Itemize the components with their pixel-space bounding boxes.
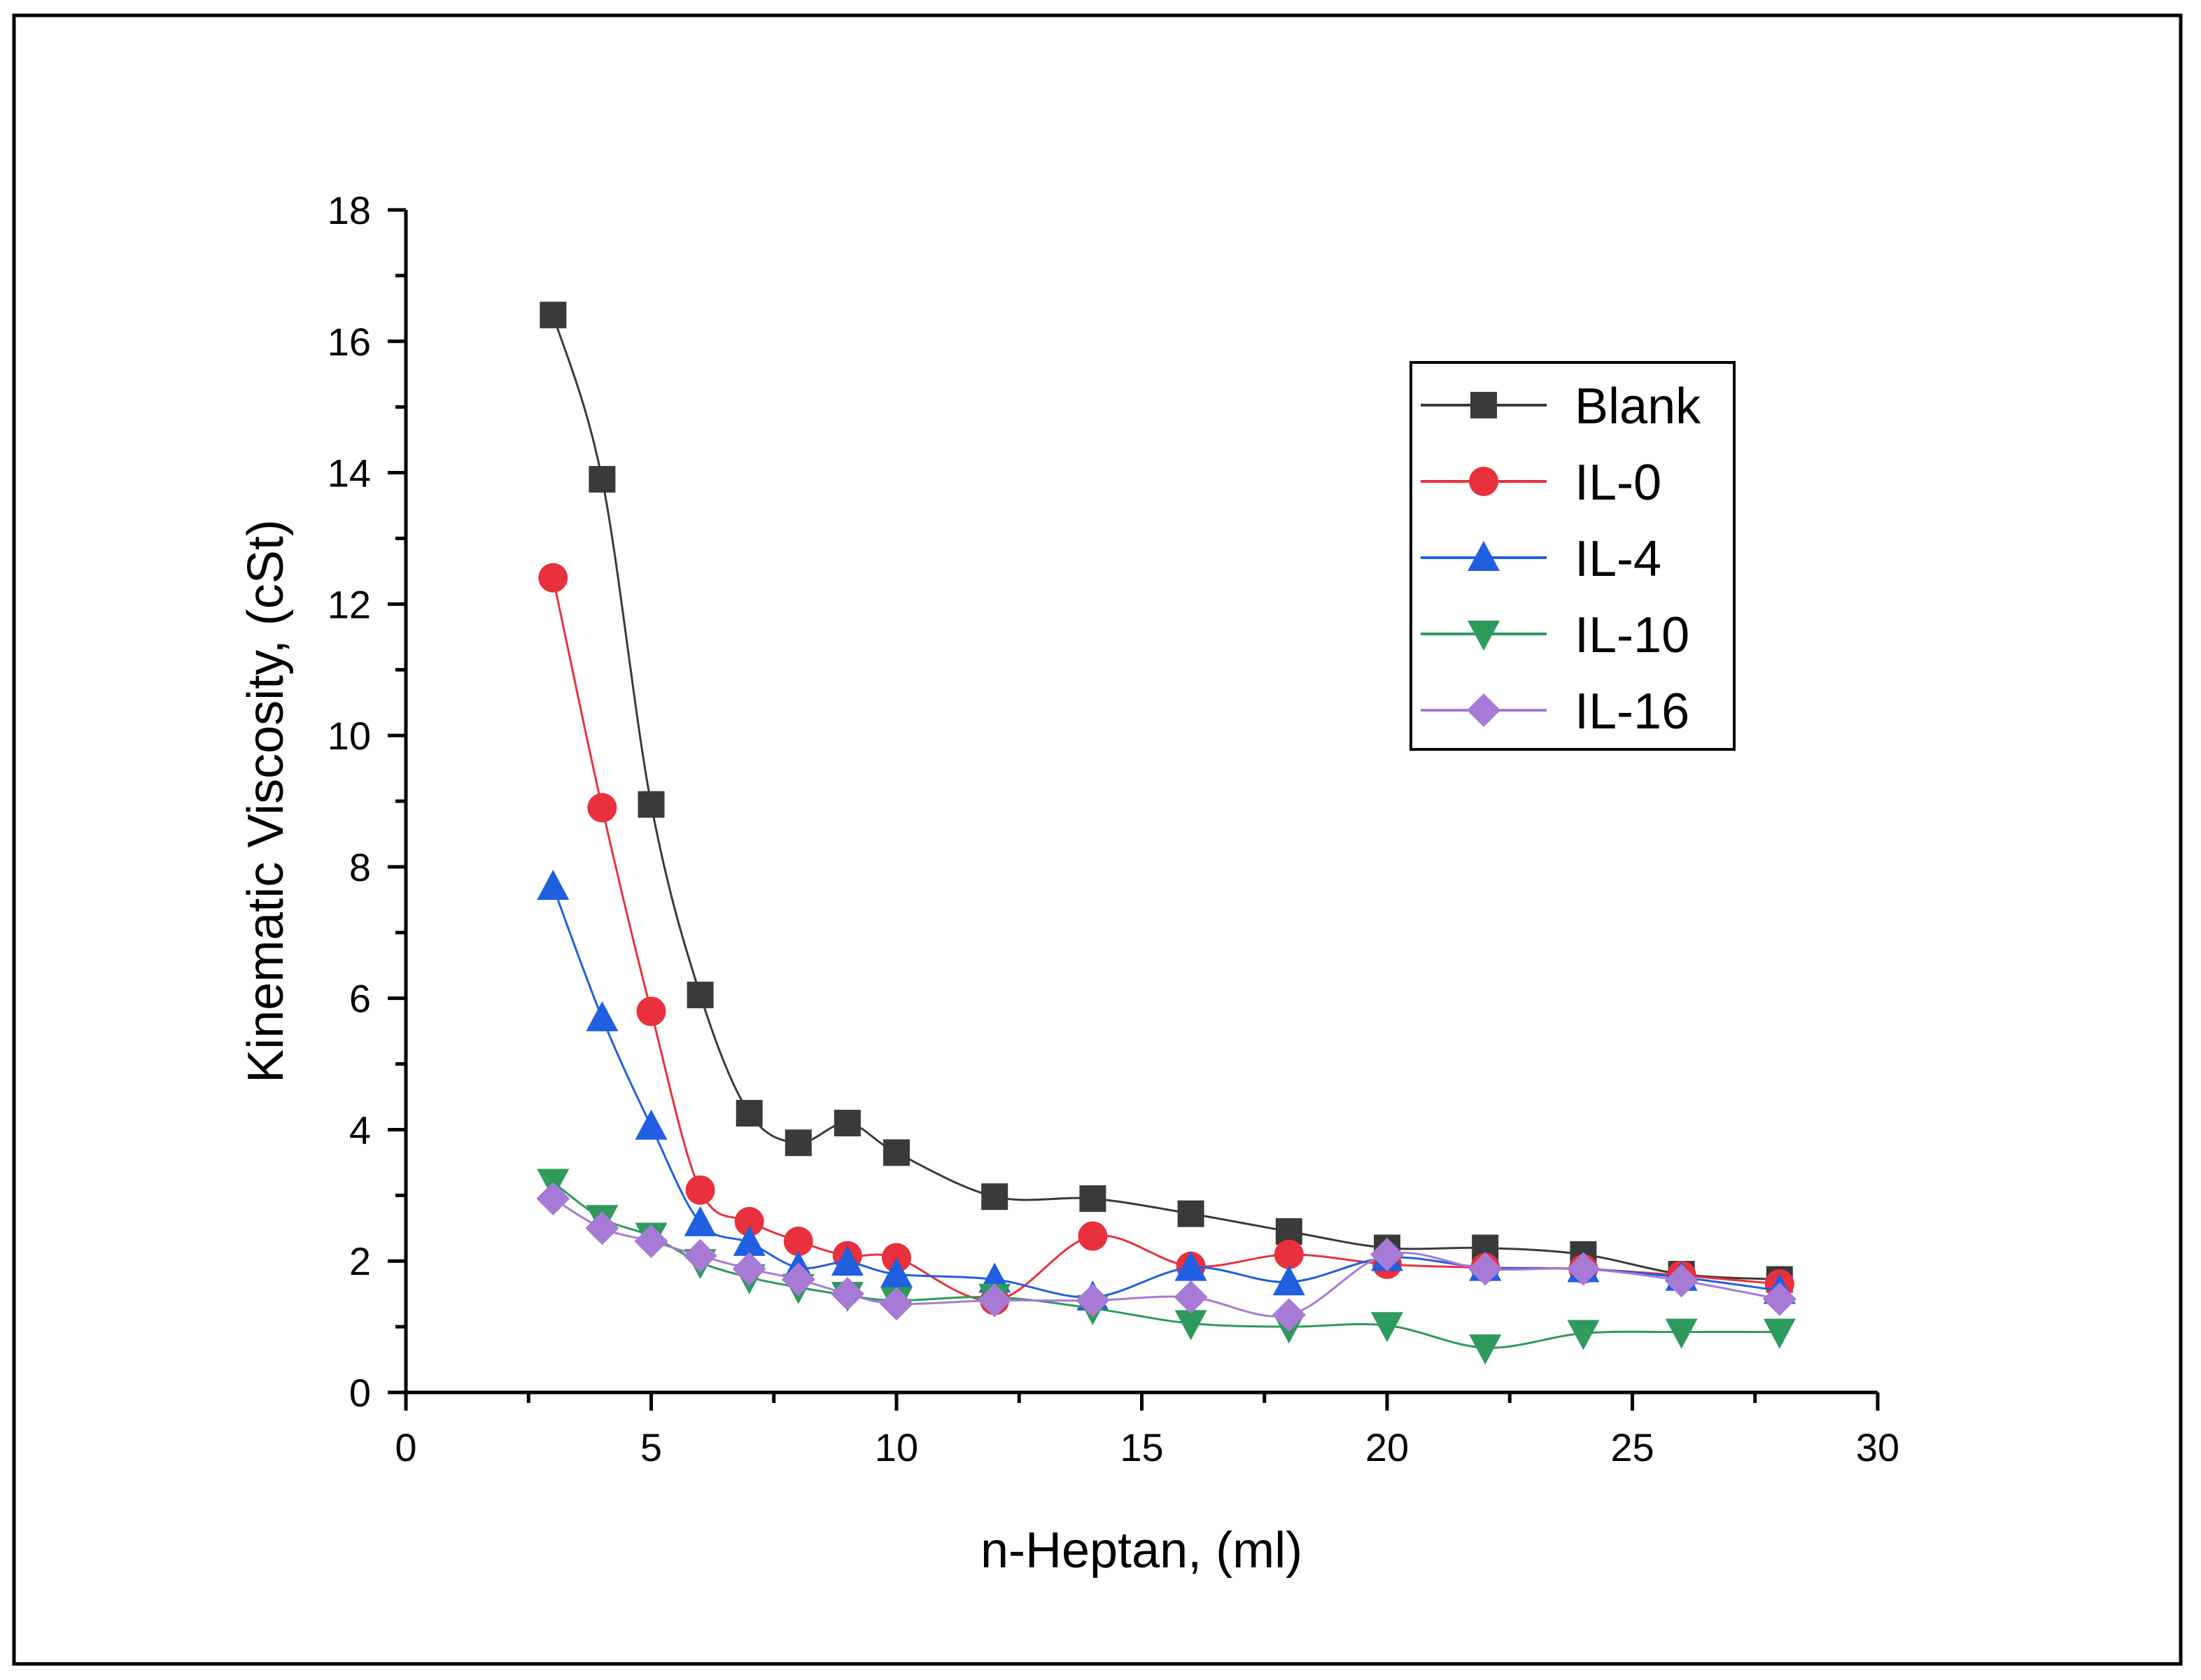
data-point-il-16: [634, 1224, 668, 1259]
data-point-il-16: [880, 1287, 913, 1321]
data-point-blank: [981, 1183, 1008, 1210]
y-tick-label: 16: [328, 320, 371, 364]
y-axis-ticks: 0 2 4 6 8 10 12 14 16 18: [328, 188, 406, 1415]
y-tick-label: 14: [328, 451, 371, 495]
data-point-il-4: [586, 1001, 619, 1031]
data-point-il-16: [781, 1262, 815, 1297]
legend-label-il-16: IL-16: [1575, 684, 1689, 740]
legend-marker-il-16: [1467, 693, 1500, 727]
legend-marker-il-10: [1468, 621, 1500, 651]
data-point-il-4: [1272, 1265, 1305, 1296]
data-point-il-0: [538, 563, 568, 593]
legend-label-il-0: IL-0: [1575, 455, 1661, 511]
data-point-il-16: [1076, 1283, 1110, 1318]
y-tick-label: 6: [349, 977, 371, 1021]
x-tick-label: 10: [875, 1425, 918, 1469]
data-point-il-0: [685, 1175, 715, 1205]
legend-marker-il-0: [1469, 467, 1498, 496]
data-point-blank: [834, 1110, 861, 1137]
data-point-il-4: [733, 1225, 766, 1256]
data-point-il-0: [636, 996, 666, 1026]
data-point-il-4: [635, 1109, 668, 1140]
data-point-il-10: [1174, 1310, 1207, 1341]
x-axis-title: n-Heptan, (ml): [980, 1523, 1302, 1579]
data-point-blank: [736, 1099, 763, 1127]
data-point-il-10: [1763, 1318, 1796, 1349]
plot-area: [536, 302, 1796, 1365]
x-axis-ticks: 0 5 10 15 20 25 30: [395, 1392, 1899, 1469]
y-tick-label: 12: [328, 582, 371, 626]
data-point-il-0: [1078, 1221, 1108, 1251]
series-il-16: [536, 1182, 1796, 1332]
data-point-il-10: [1371, 1312, 1403, 1343]
x-tick-label: 15: [1120, 1425, 1163, 1469]
y-tick-label: 2: [349, 1239, 371, 1283]
y-tick-label: 10: [328, 714, 371, 758]
legend-label-il-10: IL-10: [1575, 607, 1689, 663]
data-point-blank: [540, 302, 567, 329]
y-tick-label: 4: [349, 1108, 371, 1152]
data-point-blank: [785, 1129, 812, 1157]
data-point-il-4: [1174, 1250, 1207, 1281]
data-point-il-16: [1468, 1252, 1503, 1286]
y-tick-label: 0: [349, 1371, 371, 1415]
y-axis-title: Kinematic Viscosity, (cSt): [238, 519, 294, 1083]
data-point-il-16: [536, 1182, 570, 1216]
data-point-blank: [687, 981, 714, 1008]
y-tick-label: 8: [349, 845, 371, 889]
x-tick-label: 25: [1610, 1425, 1654, 1469]
data-point-il-0: [783, 1227, 813, 1257]
x-tick-label: 20: [1365, 1425, 1409, 1469]
x-tick-label: 5: [640, 1425, 662, 1469]
legend-marker-blank: [1470, 392, 1497, 418]
data-point-il-4: [537, 870, 570, 901]
data-point-il-10: [1567, 1320, 1600, 1350]
legend-marker-il-4: [1468, 541, 1500, 571]
data-point-blank: [589, 465, 616, 493]
data-point-il-16: [978, 1283, 1012, 1318]
data-point-il-16: [1664, 1264, 1699, 1298]
x-tick-label: 0: [395, 1425, 416, 1469]
data-point-il-16: [1370, 1237, 1404, 1271]
data-point-il-0: [587, 793, 617, 823]
data-point-il-4: [880, 1257, 913, 1287]
data-point-il-4: [831, 1245, 864, 1276]
data-point-il-16: [585, 1211, 619, 1245]
data-point-il-16: [1566, 1252, 1601, 1286]
data-point-il-16: [830, 1277, 864, 1311]
data-point-il-10: [1469, 1334, 1502, 1365]
legend-box: [1409, 361, 1736, 751]
data-point-il-16: [732, 1252, 766, 1286]
x-tick-label: 30: [1856, 1425, 1899, 1469]
series-line-il-4: [551, 886, 1780, 1299]
data-point-il-4: [684, 1206, 717, 1236]
legend: Blank IL-0 IL-4 IL-10 IL-16: [1409, 361, 1736, 751]
data-point-il-0: [734, 1206, 764, 1236]
data-point-il-16: [1174, 1280, 1208, 1314]
data-point-il-16: [683, 1238, 717, 1273]
legend-label-il-4: IL-4: [1575, 531, 1661, 587]
data-point-blank: [883, 1139, 910, 1166]
data-point-il-10: [1665, 1318, 1698, 1349]
data-point-blank: [638, 791, 665, 818]
data-point-il-16: [1272, 1298, 1306, 1332]
data-point-il-16: [1762, 1282, 1796, 1316]
figure-frame: [12, 13, 2183, 1666]
data-point-blank: [1079, 1185, 1106, 1213]
legend-label-blank: Blank: [1575, 379, 1701, 435]
data-point-blank: [1177, 1200, 1204, 1227]
data-point-il-0: [1274, 1239, 1304, 1269]
axes: 0 5 10 15 20 25 30 0 2 4 6 8 10 12 14 16 18: [328, 188, 1899, 1469]
y-tick-label: 18: [328, 188, 371, 232]
